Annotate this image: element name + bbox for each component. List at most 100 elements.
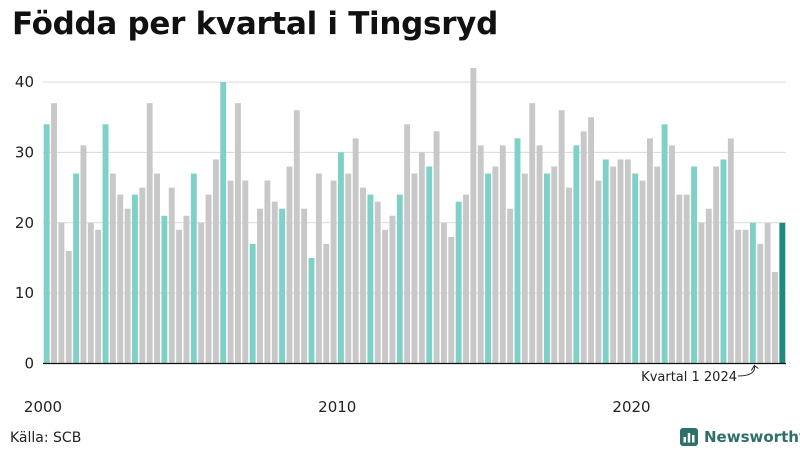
bar	[43, 124, 50, 364]
bar	[139, 187, 146, 364]
bar	[573, 145, 580, 364]
y-tick-label: 20	[15, 214, 34, 232]
bar	[749, 222, 756, 364]
annotation-arrowhead	[750, 364, 759, 371]
bar	[154, 173, 160, 364]
bar	[190, 173, 197, 364]
bar	[595, 180, 602, 364]
bar	[566, 187, 572, 364]
bar	[367, 194, 374, 364]
bar	[374, 201, 381, 364]
bar	[735, 229, 742, 364]
bar	[661, 124, 668, 364]
bar	[646, 138, 653, 364]
bar	[543, 173, 550, 364]
bar	[669, 145, 675, 364]
bar	[610, 166, 617, 364]
annotation-arrow	[737, 365, 756, 377]
bar	[764, 222, 771, 364]
x-tick-label: 2020	[612, 398, 650, 416]
source-note: Källa: SCB	[10, 430, 82, 446]
x-axis-ticks: 2000 2010 2020	[24, 398, 651, 416]
bar	[720, 159, 727, 364]
bar	[779, 222, 786, 364]
bar	[257, 208, 263, 364]
bar	[51, 103, 57, 364]
bar	[227, 180, 234, 364]
bar	[477, 145, 484, 364]
bar	[772, 272, 778, 364]
bar	[485, 173, 492, 364]
bar	[168, 187, 175, 364]
bar	[235, 103, 241, 364]
page-title: Födda per kvartal i Tingsryd	[12, 6, 498, 42]
bar	[396, 194, 403, 364]
bar	[727, 138, 734, 364]
bar	[161, 215, 168, 364]
bars	[43, 68, 786, 364]
bar	[220, 82, 227, 364]
bar	[507, 208, 514, 364]
bar	[330, 180, 337, 364]
bar	[757, 243, 764, 364]
bar	[551, 166, 558, 364]
bar	[426, 166, 433, 364]
bar	[440, 222, 447, 364]
bar	[117, 194, 124, 364]
latest-annotation: Kvartal 1 2024	[641, 364, 759, 385]
bar	[602, 159, 609, 364]
bar	[95, 229, 102, 364]
bar	[463, 194, 469, 364]
bar	[654, 166, 661, 364]
bar	[65, 250, 72, 364]
bar	[448, 236, 455, 364]
x-tick-label: 2000	[24, 398, 62, 416]
bar	[499, 145, 506, 364]
bar	[713, 166, 720, 364]
bar	[514, 138, 521, 364]
bar	[624, 159, 631, 364]
bar	[323, 243, 330, 364]
bar	[198, 222, 205, 364]
bar	[124, 208, 131, 364]
bar	[58, 222, 65, 364]
bar	[315, 173, 322, 364]
bar	[132, 194, 138, 364]
bar	[698, 222, 705, 364]
bar	[212, 159, 219, 364]
bar	[639, 180, 646, 364]
bar	[676, 194, 683, 364]
bar	[345, 173, 352, 364]
bar	[492, 166, 499, 364]
bar	[470, 68, 477, 364]
bar	[146, 103, 153, 364]
bar	[73, 173, 80, 364]
brand: Newsworthy	[680, 427, 800, 447]
bar	[558, 110, 565, 364]
bar	[521, 173, 528, 364]
bar	[205, 194, 212, 364]
y-axis-ticks: 0 10 20 30 40	[15, 73, 34, 372]
bar	[352, 138, 359, 364]
bar	[691, 166, 697, 364]
bar	[705, 208, 712, 364]
bar	[433, 131, 440, 364]
bar	[109, 173, 116, 364]
bar	[742, 229, 749, 364]
bar	[183, 215, 190, 364]
bar	[418, 152, 425, 364]
bar	[242, 180, 249, 364]
y-tick-label: 40	[15, 73, 34, 91]
bar	[588, 117, 594, 364]
bar-chart: 0 10 20 30 40 2000 2010 2020 Kvartal 1 2024	[15, 68, 786, 416]
annotation-label: Kvartal 1 2024	[641, 370, 737, 385]
bar	[249, 243, 256, 364]
bar	[455, 201, 462, 364]
bar	[337, 152, 344, 364]
bar	[529, 103, 536, 364]
bar	[683, 194, 690, 364]
bar	[80, 145, 87, 364]
y-tick-label: 0	[24, 355, 34, 373]
bar	[536, 145, 543, 364]
